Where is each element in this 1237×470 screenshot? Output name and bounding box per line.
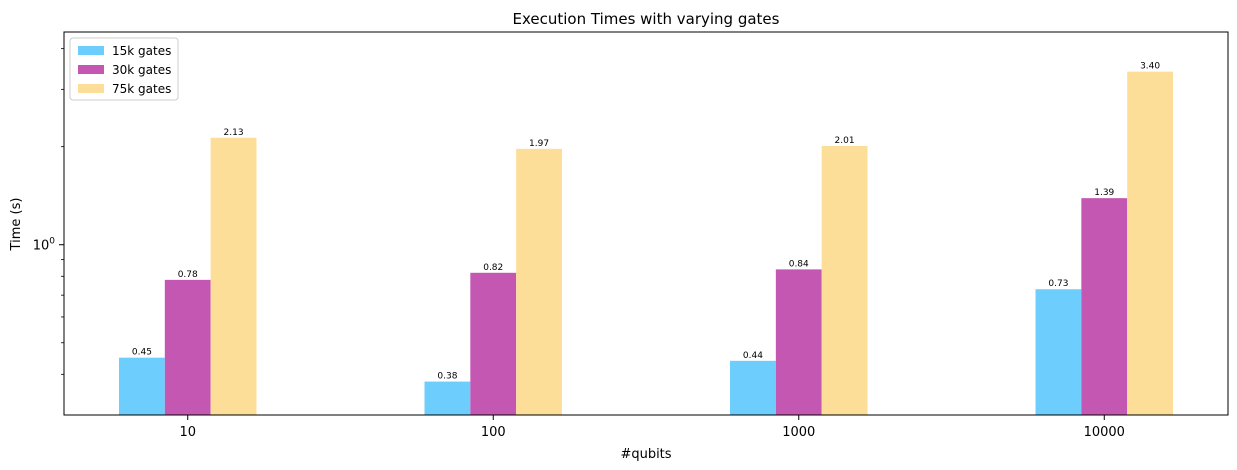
bar-value-label: 0.73 (1048, 279, 1068, 289)
bar-15k-gates-100 (424, 381, 471, 415)
x-tick-label: 1000 (782, 425, 815, 440)
bar-value-label: 0.45 (132, 348, 152, 358)
bar-75k-gates-10 (210, 137, 257, 416)
x-tick-label: 10000 (1084, 425, 1125, 440)
bar-15k-gates-10000 (1035, 289, 1082, 415)
bar-labels-group: 0.45 0.78 2.13 0.38 0.82 1.97 0.44 0.84 2.01 0.73… (132, 62, 1161, 382)
y-axis: 100 (33, 48, 64, 375)
bar-15k-gates-1000 (730, 360, 776, 415)
bar-value-label: 2.13 (224, 128, 244, 138)
bar-value-label: 0.38 (437, 372, 457, 382)
y-tick-label: 100 (33, 237, 56, 254)
bar-75k-gates-100 (516, 148, 562, 416)
legend-swatch (78, 46, 104, 55)
bar-value-label: 2.01 (835, 136, 855, 146)
chart-title: Execution Times with varying gates (513, 10, 780, 28)
bar-15k-gates-10 (118, 357, 165, 415)
bars-group (118, 71, 1174, 416)
bar-30k-gates-10 (164, 279, 211, 415)
bar-75k-gates-1000 (821, 145, 868, 415)
legend-entry: 15k gates (112, 44, 171, 58)
x-tick-label: 100 (481, 425, 506, 440)
x-axis: 10 100 1000 10000 (179, 415, 1125, 440)
plot-frame (63, 31, 1229, 416)
bar-value-label: 0.78 (178, 270, 198, 280)
legend-swatch (78, 84, 104, 93)
legend: 15k gates 30k gates 75k gates (69, 37, 179, 101)
bar-75k-gates-10000 (1127, 71, 1174, 415)
legend-swatch (78, 65, 104, 74)
bar-value-label: 1.39 (1094, 188, 1114, 198)
x-tick-label: 10 (179, 425, 196, 440)
legend-entry: 75k gates (112, 82, 171, 96)
bar-value-label: 0.82 (483, 263, 503, 273)
y-axis-label: Time (s) (9, 198, 24, 252)
bar-30k-gates-1000 (775, 269, 822, 415)
x-axis-label: #qubits (620, 447, 671, 462)
bar-value-label: 1.97 (529, 139, 549, 149)
bar-value-label: 3.40 (1140, 62, 1160, 72)
legend-entry: 30k gates (112, 63, 171, 77)
bar-value-label: 0.84 (789, 259, 809, 269)
bar-value-label: 0.44 (743, 351, 763, 361)
bar-30k-gates-10000 (1081, 198, 1128, 415)
bar-30k-gates-100 (470, 272, 517, 415)
